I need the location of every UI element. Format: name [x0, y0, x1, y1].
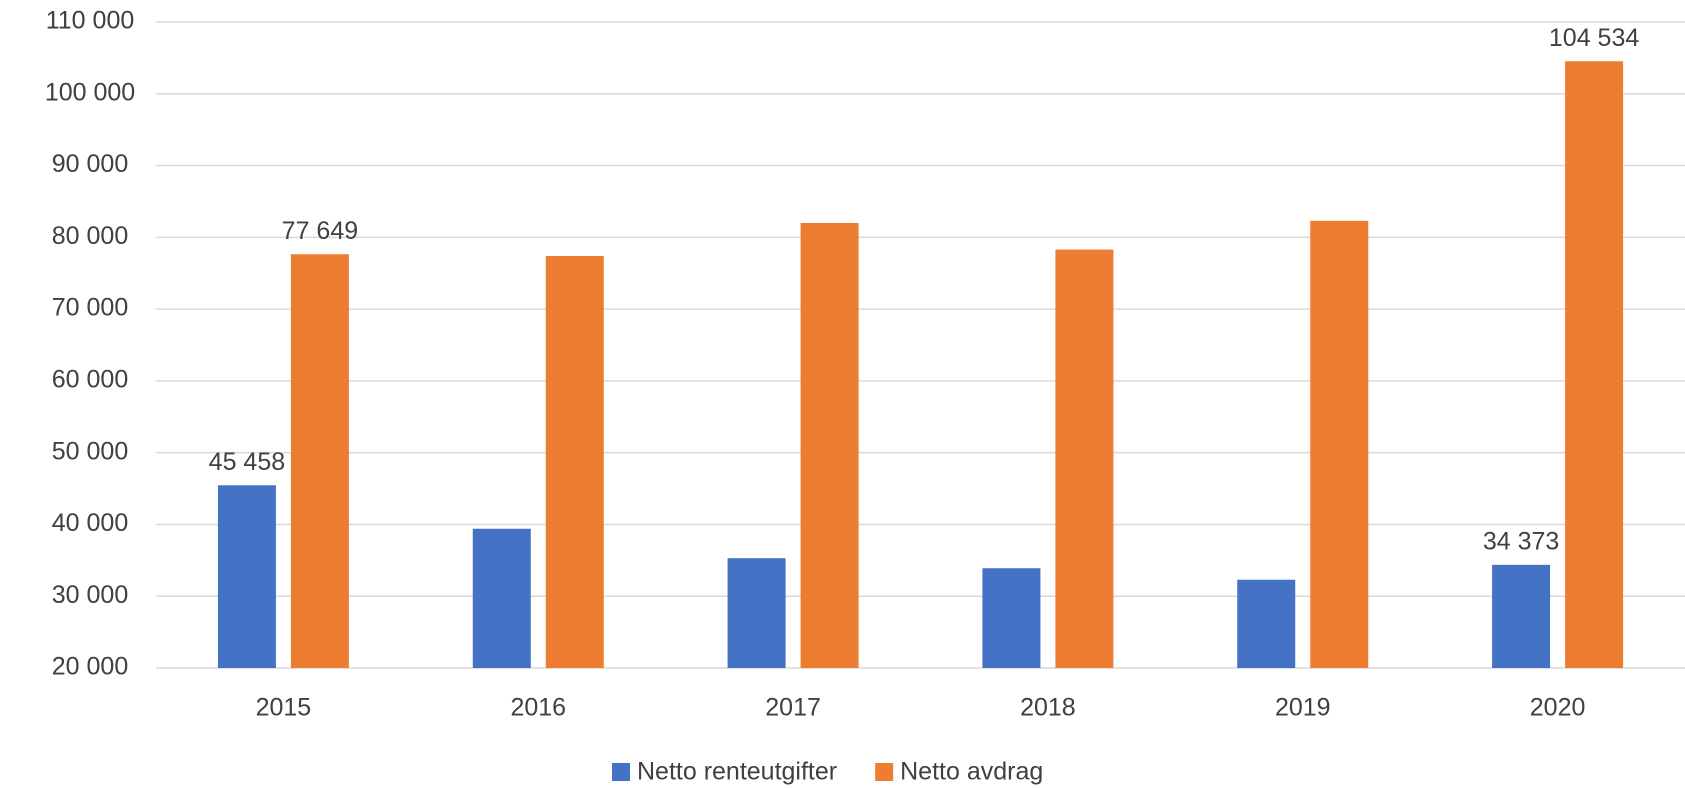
legend-swatch: [875, 763, 894, 781]
y-tick-label: 90 000: [52, 150, 128, 178]
bar: [982, 568, 1041, 668]
x-tick-label: 2020: [1530, 694, 1586, 722]
legend-label: Netto avdrag: [900, 758, 1043, 786]
data-label: 45 458: [209, 448, 285, 476]
data-label: 34 373: [1483, 527, 1559, 555]
x-tick-label: 2016: [510, 694, 566, 722]
x-tick-label: 2019: [1275, 694, 1331, 722]
bar: [545, 255, 604, 669]
bar: [800, 222, 859, 668]
legend-label: Netto renteutgifter: [637, 758, 837, 786]
y-tick-label: 80 000: [52, 222, 128, 250]
bar: [1310, 220, 1369, 668]
x-tick-label: 2017: [765, 694, 821, 722]
data-label: 104 534: [1549, 24, 1639, 52]
y-tick-label: 40 000: [52, 509, 128, 537]
bar: [1055, 249, 1114, 668]
x-tick-label: 2015: [256, 694, 312, 722]
y-tick-label: 70 000: [52, 294, 128, 322]
bar: [472, 528, 531, 668]
bar: [1492, 564, 1551, 668]
bar: [1565, 61, 1624, 668]
y-tick-label: 60 000: [52, 365, 128, 393]
data-label: 77 649: [282, 217, 358, 245]
y-tick-label: 30 000: [52, 581, 128, 609]
y-tick-label: 100 000: [45, 78, 135, 106]
legend-swatch: [612, 763, 630, 781]
bar: [727, 558, 786, 668]
y-tick-label: 20 000: [52, 653, 128, 681]
bar: [290, 254, 349, 668]
bar: [217, 485, 276, 668]
y-tick-label: 50 000: [52, 437, 128, 465]
y-tick-label: 110 000: [46, 7, 135, 35]
x-tick-label: 2018: [1020, 694, 1076, 722]
bar: [1237, 579, 1296, 668]
